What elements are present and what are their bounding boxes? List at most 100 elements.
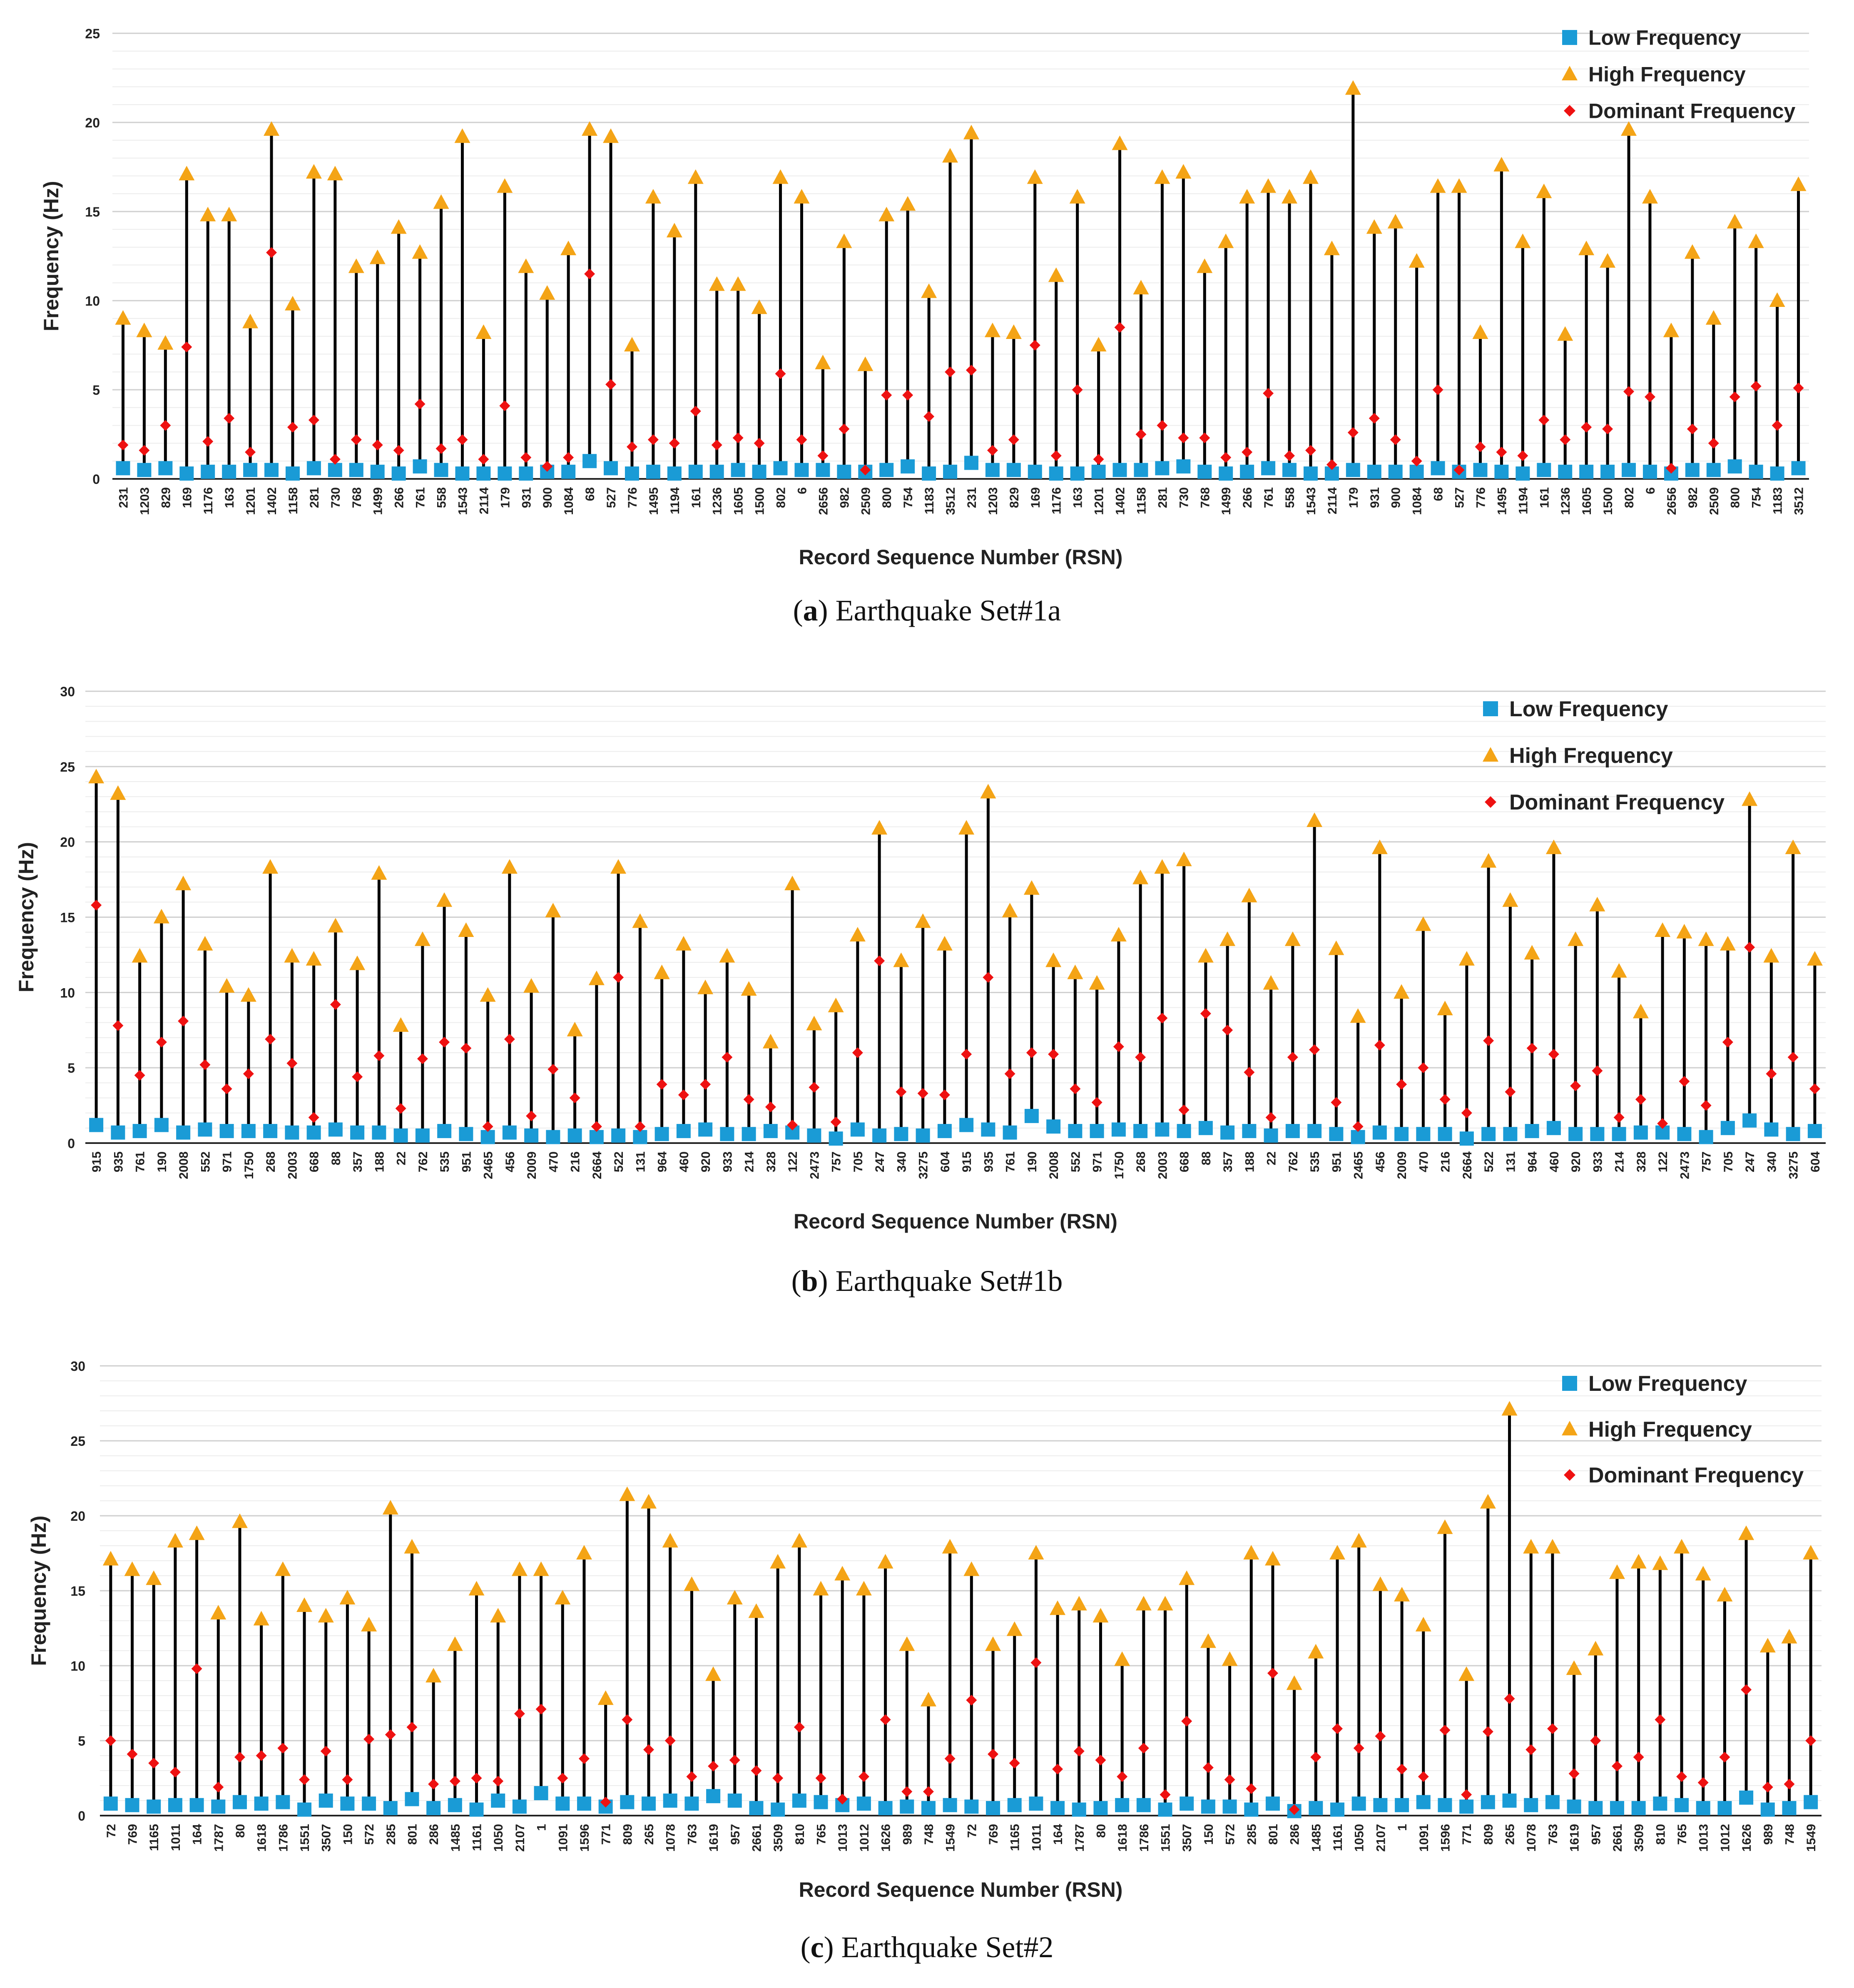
y-tick-label: 15 xyxy=(85,204,100,219)
high-frequency-point xyxy=(533,1561,549,1576)
x-tick-label: 164 xyxy=(191,1824,204,1845)
low-frequency-point xyxy=(1677,1127,1692,1141)
low-frequency-point xyxy=(611,1128,626,1143)
x-tick-label: 1596 xyxy=(578,1824,592,1852)
dominant-frequency-point xyxy=(105,1735,116,1746)
low-frequency-point xyxy=(480,1130,495,1144)
dominant-frequency-point xyxy=(1267,1668,1278,1679)
x-tick-label: 72 xyxy=(965,1824,979,1838)
low-frequency-point xyxy=(731,463,745,477)
low-frequency-point xyxy=(349,463,363,477)
dominant-frequency-point xyxy=(417,1053,428,1064)
high-frequency-point xyxy=(958,820,975,835)
low-frequency-point xyxy=(1717,1801,1732,1815)
low-frequency-point xyxy=(567,1128,582,1143)
x-tick-label: 1 xyxy=(1396,1824,1409,1831)
dominant-frequency-point xyxy=(1332,1723,1343,1734)
x-tick-label: 2114 xyxy=(477,487,491,514)
dominant-frequency-point xyxy=(499,400,510,411)
dominant-frequency-point xyxy=(1744,942,1755,953)
low-frequency-point xyxy=(285,1125,299,1140)
high-frequency-point xyxy=(1727,214,1743,229)
dominant-frequency-point xyxy=(320,1746,331,1757)
low-frequency-point xyxy=(1807,1124,1822,1138)
x-tick-label: 1084 xyxy=(562,487,576,515)
low-frequency-point xyxy=(306,461,321,476)
x-tick-label: 1605 xyxy=(732,487,746,515)
dominant-frequency-point xyxy=(1048,1049,1059,1060)
x-tick-label: 800 xyxy=(880,487,894,508)
high-frequency-point xyxy=(1307,812,1323,827)
high-frequency-point xyxy=(1090,337,1107,351)
high-frequency-point xyxy=(1023,880,1040,895)
dominant-frequency-point xyxy=(1439,1724,1451,1736)
low-frequency-point xyxy=(981,1122,995,1137)
low-frequency-point xyxy=(964,456,978,470)
x-tick-label: 470 xyxy=(1417,1151,1431,1172)
x-tick-label: 2003 xyxy=(286,1151,299,1179)
x-tick-label: 247 xyxy=(873,1151,887,1172)
dominant-frequency-point xyxy=(656,1079,667,1090)
x-tick-label: 705 xyxy=(851,1151,865,1172)
dominant-frequency-point xyxy=(1222,1024,1233,1036)
low-frequency-point xyxy=(263,1124,278,1138)
low-frequency-point xyxy=(1739,1790,1754,1805)
x-tick-label: 1161 xyxy=(470,1824,484,1851)
x-tick-label: 1161 xyxy=(1331,1824,1345,1851)
low-frequency-point xyxy=(1568,1127,1583,1141)
dominant-frequency-point xyxy=(584,268,595,279)
high-frequency-point xyxy=(124,1561,140,1576)
x-tick-label: 1619 xyxy=(707,1824,721,1852)
x-tick-label: 1596 xyxy=(1438,1824,1452,1852)
high-frequency-point xyxy=(675,936,692,951)
low-frequency-point xyxy=(1590,1127,1605,1141)
low-frequency-point xyxy=(89,1118,104,1132)
dominant-frequency-point xyxy=(395,1103,406,1114)
high-frequency-point xyxy=(582,121,598,136)
high-frequency-point xyxy=(849,927,866,942)
x-tick-label: 762 xyxy=(1287,1151,1300,1172)
x-tick-label: 1551 xyxy=(298,1824,312,1852)
dominant-frequency-point xyxy=(245,446,256,458)
high-frequency-point xyxy=(1600,253,1616,268)
low-frequency-point xyxy=(1764,1122,1779,1137)
dominant-frequency-point xyxy=(1762,1781,1773,1793)
x-tick-label: 357 xyxy=(1221,1151,1235,1172)
low-frequency-point xyxy=(476,466,491,481)
low-frequency-point xyxy=(807,1128,821,1143)
legend-low-label: Low Frequency xyxy=(1588,26,1741,50)
dominant-frequency-point xyxy=(329,453,341,465)
low-frequency-point xyxy=(405,1792,419,1806)
dominant-frequency-point xyxy=(373,1050,385,1061)
y-tick-label: 15 xyxy=(70,1584,85,1599)
high-frequency-point xyxy=(1738,1525,1754,1540)
low-frequency-point xyxy=(1696,1801,1710,1815)
low-frequency-point xyxy=(1699,1130,1713,1144)
dominant-frequency-point xyxy=(1697,1777,1709,1788)
x-tick-label: 190 xyxy=(155,1151,169,1172)
low-frequency-point xyxy=(1749,464,1763,479)
dominant-frequency-point xyxy=(1008,434,1019,445)
x-tick-label: 1236 xyxy=(1559,487,1573,515)
x-tick-label: 1618 xyxy=(1116,1824,1130,1852)
x-tick-label: 266 xyxy=(393,487,406,508)
low-frequency-point xyxy=(285,466,300,481)
x-tick-label: 1495 xyxy=(647,487,661,515)
x-tick-label: 1499 xyxy=(371,487,385,515)
dominant-frequency-point xyxy=(1263,388,1274,399)
x-tick-label: 1011 xyxy=(1030,1824,1043,1851)
dominant-frequency-point xyxy=(1526,1744,1537,1755)
dominant-frequency-point xyxy=(1700,1100,1712,1111)
x-tick-label: 2664 xyxy=(590,1151,604,1179)
high-frequency-point xyxy=(1345,80,1361,95)
dominant-frequency-point xyxy=(809,1082,820,1093)
low-frequency-point xyxy=(1111,1122,1126,1137)
high-frequency-point xyxy=(555,1590,571,1604)
x-tick-label: 915 xyxy=(960,1151,974,1172)
high-frequency-point xyxy=(1742,791,1758,806)
x-tick-label: 285 xyxy=(384,1824,398,1845)
high-frequency-point xyxy=(468,1581,485,1596)
dominant-frequency-point xyxy=(987,445,998,456)
dominant-frequency-point xyxy=(1793,382,1804,394)
x-tick-label: 527 xyxy=(1453,487,1467,508)
